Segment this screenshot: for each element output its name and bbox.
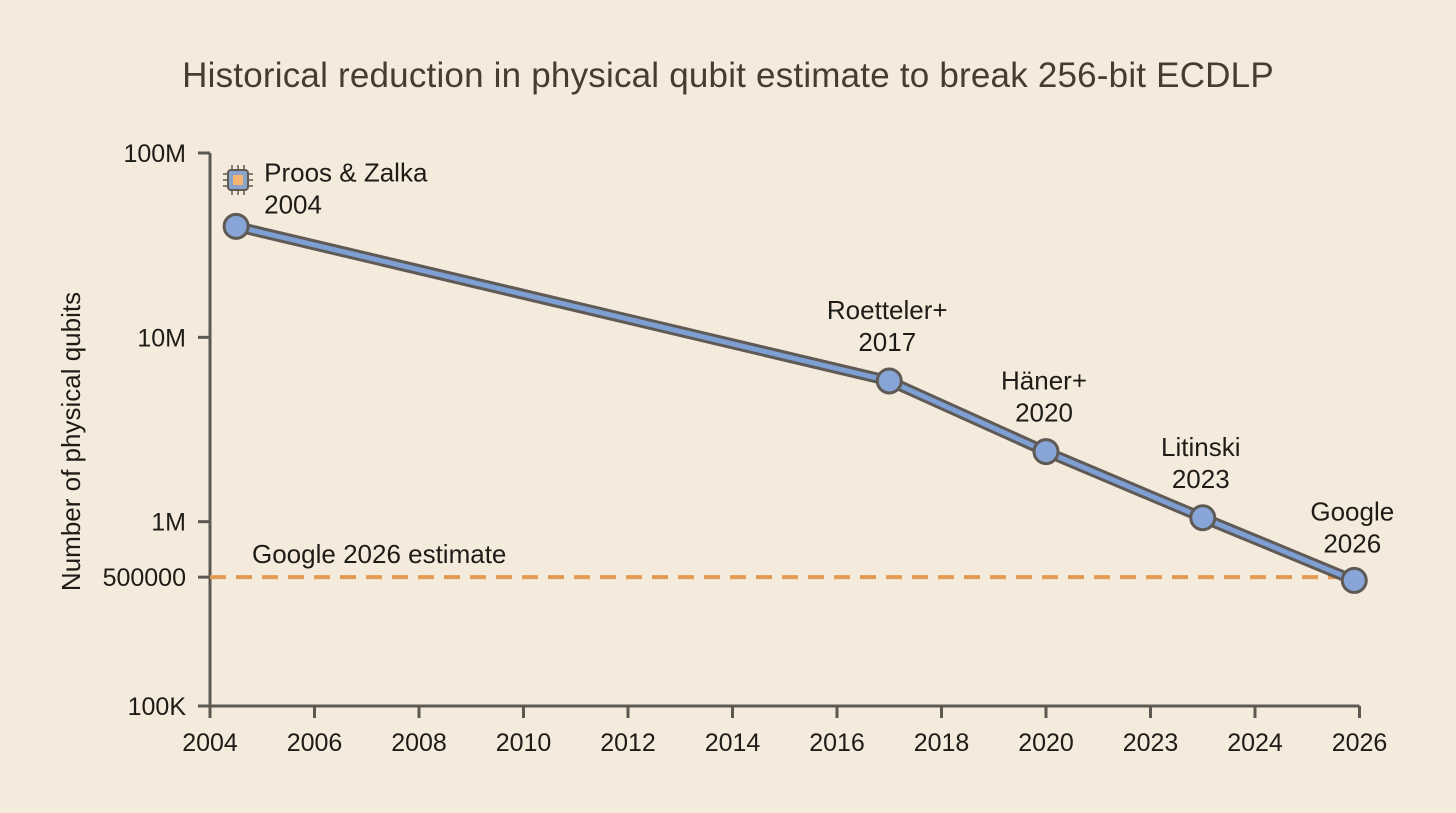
point-label-year: 2020 [1015,398,1073,428]
x-tick-label: 2014 [705,729,761,757]
x-tick-label: 2024 [1227,729,1283,757]
cpu-chip-icon [223,165,253,195]
x-tick-label: 2026 [1332,729,1388,757]
x-tick-label: 2008 [391,729,447,757]
reference-line-label: Google 2026 estimate [252,539,506,569]
y-axis-title: Number of physical qubits [56,292,86,591]
data-point-marker [1032,438,1060,466]
x-tick-label: 2020 [1018,729,1074,757]
y-tick-label: 100K [128,693,187,721]
x-tick-label: 2023 [1123,729,1179,757]
point-label-name: Proos & Zalka [264,157,428,187]
series-line [233,223,1357,583]
y-tick-label: 1M [151,509,186,537]
series-line-outline [230,220,1360,586]
x-tick-label: 2012 [600,729,656,757]
y-tick-label: 10M [137,324,186,352]
x-tick-label: 2010 [496,729,552,757]
point-label-year: 2004 [264,189,322,219]
point-label-year: 2026 [1323,528,1381,558]
point-label-year: 2017 [858,327,916,357]
x-tick-label: 2006 [287,729,343,757]
x-tick-label: 2018 [914,729,970,757]
data-point-marker [1340,566,1368,594]
y-tick-label: 100M [123,140,186,168]
point-label-name: Google [1310,496,1394,526]
x-tick-label: 2004 [182,729,238,757]
point-label-name: Häner+ [1001,366,1087,396]
chart-title: Historical reduction in physical qubit e… [182,56,1274,95]
data-point-marker [1189,504,1217,532]
chip-core [233,175,243,185]
data-point-marker [875,367,903,395]
data-point-marker [222,212,250,240]
y-tick-label: 500000 [103,564,186,592]
point-label-year: 2023 [1172,464,1230,494]
point-label-name: Roetteler+ [827,295,948,325]
point-label-name: Litinski [1161,432,1240,462]
x-tick-label: 2016 [809,729,865,757]
